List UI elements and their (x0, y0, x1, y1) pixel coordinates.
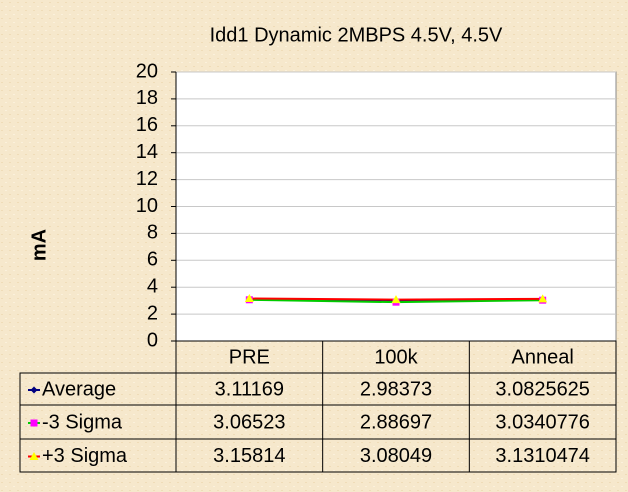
legend-label: +3 Sigma (42, 445, 128, 467)
y-tick-label: 16 (136, 114, 158, 136)
y-tick-label: 20 (136, 60, 158, 82)
y-tick-label: 14 (136, 141, 158, 163)
y-tick-label: 12 (136, 168, 158, 190)
legend-label: -3 Sigma (42, 411, 123, 433)
table-value: 3.0340776 (495, 411, 590, 433)
point (538, 294, 548, 303)
x-tick-label: 100k (374, 346, 418, 368)
table-value: 3.06523 (213, 411, 285, 433)
legend-marker (30, 386, 38, 394)
x-tick-label: Anneal (512, 346, 574, 368)
x-tick-label: PRE (229, 346, 270, 368)
y-tick-label: 18 (136, 87, 158, 109)
table-value: 3.08049 (360, 445, 432, 467)
y-tick-label: 8 (147, 222, 158, 244)
table-value: 2.98373 (360, 378, 432, 400)
chart-title: Idd1 Dynamic 2MBPS 4.5V, 4.5V (210, 24, 503, 46)
point (244, 294, 254, 303)
point (391, 295, 401, 304)
y-tick-label: 6 (147, 249, 158, 271)
legend-label: Average (42, 378, 116, 400)
table-value: 3.0825625 (495, 378, 590, 400)
legend-marker (30, 419, 38, 427)
y-tick-label: 2 (147, 302, 158, 324)
y-tick-label: 10 (136, 195, 158, 217)
y-tick-label: 0 (147, 329, 158, 351)
y-axis-label: mA (28, 229, 50, 261)
table-value: 3.11169 (215, 378, 284, 400)
y-tick-label: 4 (147, 275, 158, 297)
table-value: 3.15814 (213, 445, 285, 467)
legend-marker (29, 452, 39, 460)
table-value: 3.1310474 (495, 445, 590, 467)
table-value: 2.88697 (360, 411, 432, 433)
table-border (19, 372, 617, 473)
